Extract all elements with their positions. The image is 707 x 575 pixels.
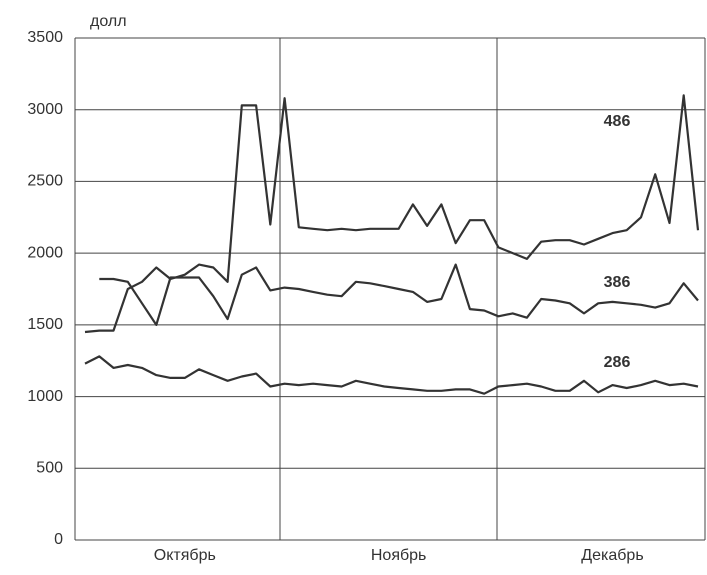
series-line [84, 355, 699, 395]
x-tick-label: Декабрь [581, 547, 643, 564]
series-label: 486 [604, 113, 631, 130]
y-tick-label: 500 [36, 460, 63, 477]
series-label: 286 [604, 354, 631, 371]
series-label: 386 [604, 274, 631, 291]
y-axis-label: долл [90, 13, 127, 30]
y-tick-label: 3500 [27, 29, 63, 46]
y-tick-label: 1000 [27, 388, 63, 405]
y-tick-label: 3000 [27, 101, 63, 118]
series-line [99, 263, 699, 326]
y-tick-label: 1500 [27, 316, 63, 333]
x-tick-label: Октябрь [154, 547, 216, 564]
y-tick-label: 0 [54, 531, 63, 548]
y-tick-label: 2500 [27, 173, 63, 190]
x-tick-label: Ноябрь [371, 547, 427, 564]
y-tick-label: 2000 [27, 244, 63, 261]
series-line [84, 94, 700, 334]
